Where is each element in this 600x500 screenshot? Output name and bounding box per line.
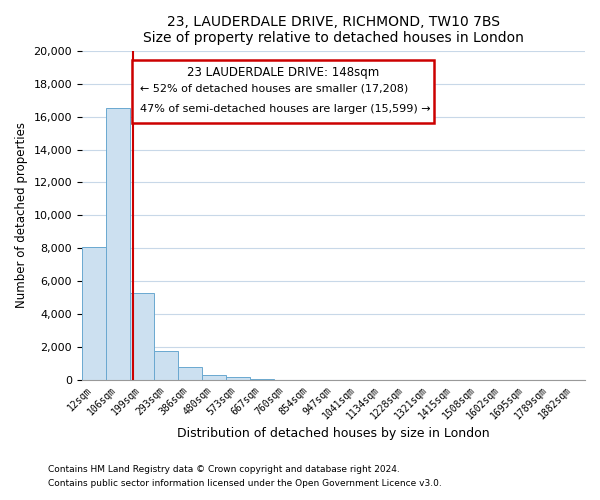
- Text: ← 52% of detached houses are smaller (17,208): ← 52% of detached houses are smaller (17…: [140, 84, 408, 94]
- Text: Contains public sector information licensed under the Open Government Licence v3: Contains public sector information licen…: [48, 479, 442, 488]
- Bar: [226, 377, 250, 380]
- Bar: [154, 350, 178, 380]
- Title: 23, LAUDERDALE DRIVE, RICHMOND, TW10 7BS
Size of property relative to detached h: 23, LAUDERDALE DRIVE, RICHMOND, TW10 7BS…: [143, 15, 524, 45]
- Bar: [202, 376, 226, 380]
- Bar: [82, 247, 106, 380]
- X-axis label: Distribution of detached houses by size in London: Distribution of detached houses by size …: [177, 427, 490, 440]
- Text: 23 LAUDERDALE DRIVE: 148sqm: 23 LAUDERDALE DRIVE: 148sqm: [187, 66, 379, 78]
- Y-axis label: Number of detached properties: Number of detached properties: [15, 122, 28, 308]
- Bar: [178, 367, 202, 380]
- Bar: [106, 108, 130, 380]
- Bar: [130, 293, 154, 380]
- Bar: [250, 379, 274, 380]
- Text: 47% of semi-detached houses are larger (15,599) →: 47% of semi-detached houses are larger (…: [140, 104, 430, 115]
- FancyBboxPatch shape: [132, 60, 434, 123]
- Text: Contains HM Land Registry data © Crown copyright and database right 2024.: Contains HM Land Registry data © Crown c…: [48, 466, 400, 474]
